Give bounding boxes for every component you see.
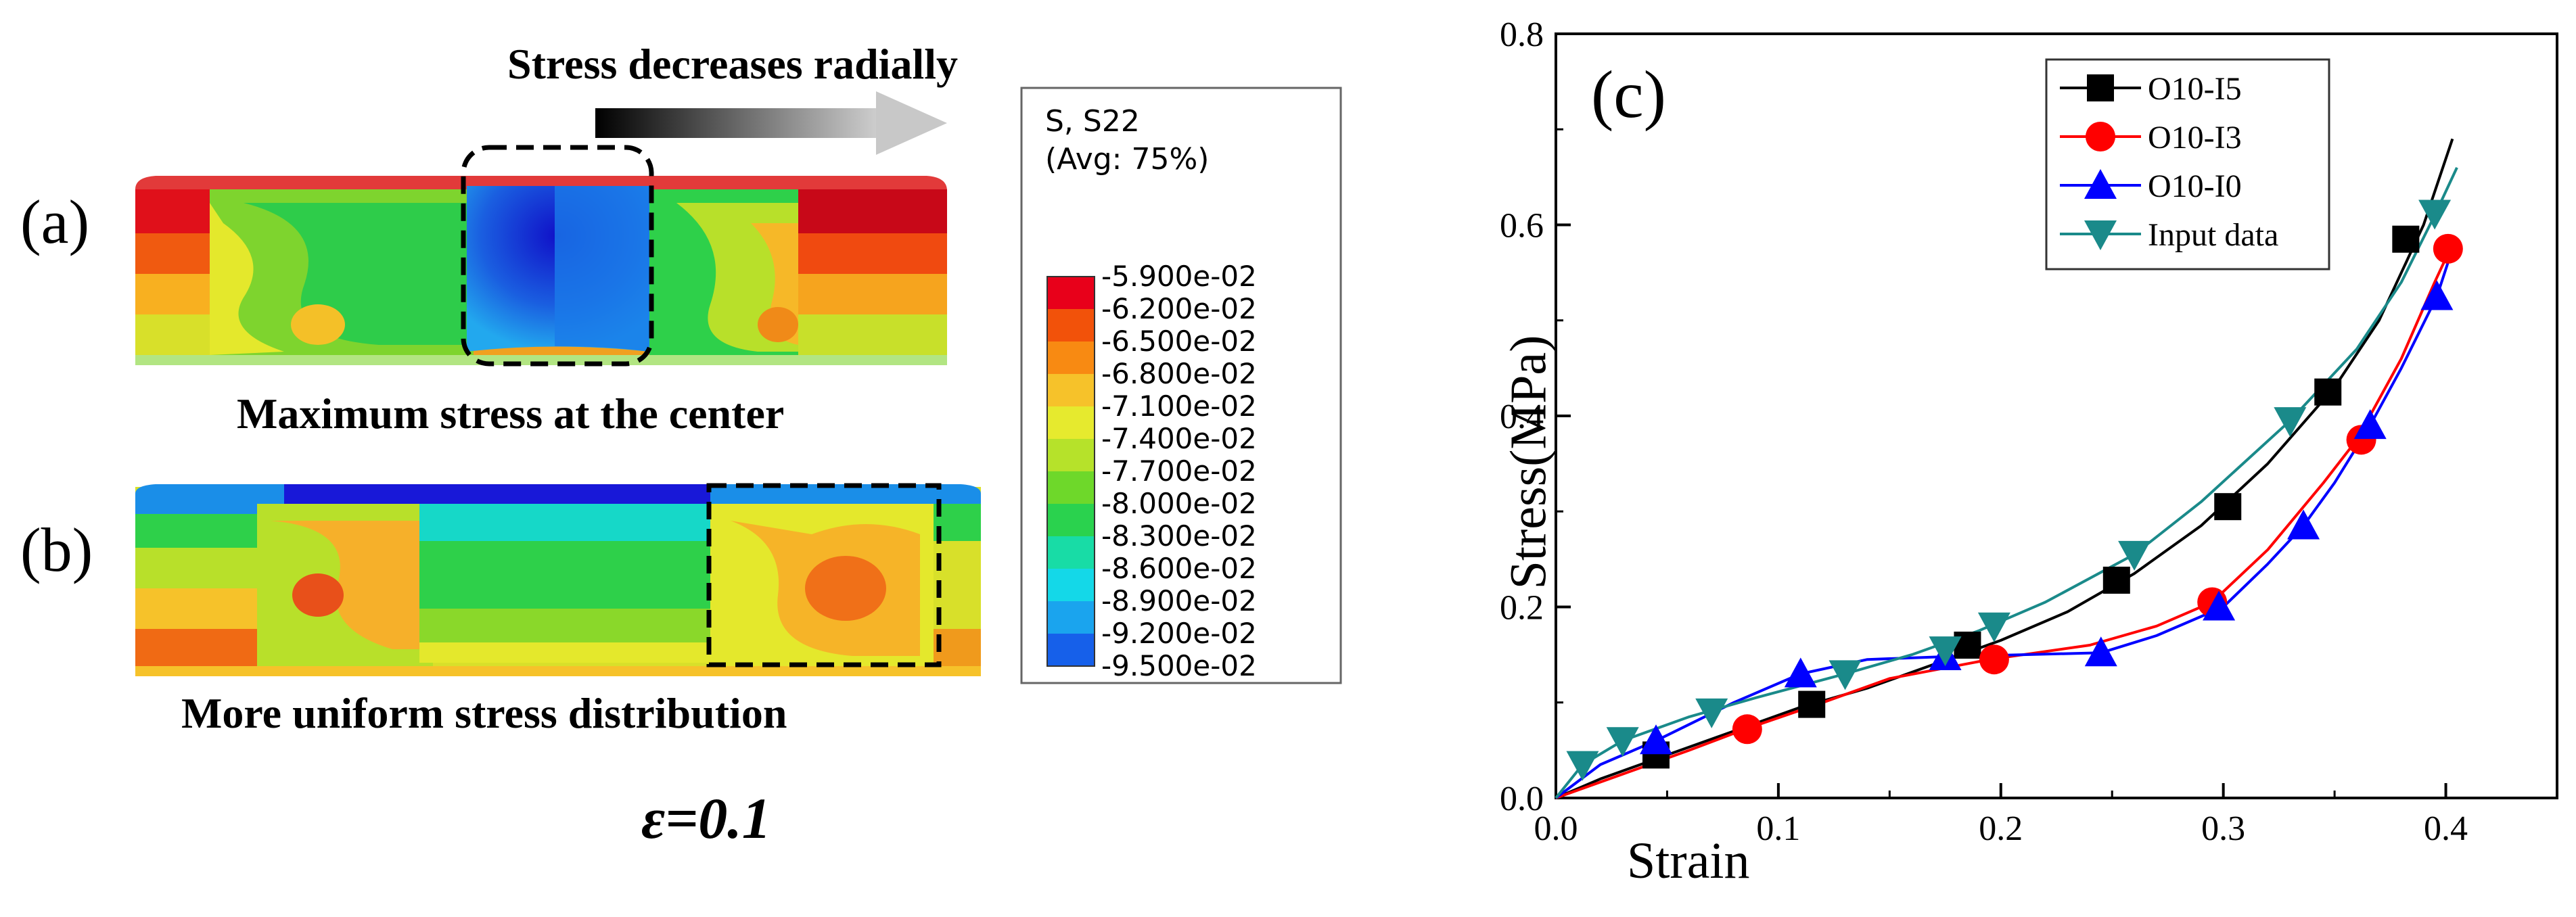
x-tick-label: 0.1 xyxy=(1756,809,1800,848)
series-marker-3 xyxy=(1828,660,1862,690)
legend-entry-label: O10-I5 xyxy=(2148,71,2242,107)
series-marker-2 xyxy=(2203,590,2236,621)
legend-color-bin xyxy=(1047,471,1095,504)
series-marker-3 xyxy=(1606,727,1639,757)
legend-level-label: -7.700e-02 xyxy=(1101,454,1257,488)
series-marker-2 xyxy=(1640,724,1672,755)
legend-color-bin xyxy=(1047,504,1095,536)
panel-b-caption: More uniform stress distribution xyxy=(181,689,787,737)
series-marker-0 xyxy=(1798,690,1826,718)
legend-color-bin xyxy=(1047,439,1095,471)
legend-color-bin xyxy=(1047,374,1095,406)
axis-ticks: 0.0 0.1 0.2 0.3 0.4 0.0 0.2 0.4 0.6 0.8 xyxy=(1500,16,2558,848)
series-marker-3 xyxy=(2274,407,2307,438)
specimen-b xyxy=(135,484,981,676)
panel-c-label: (c) xyxy=(1591,57,1666,132)
series-marker-0 xyxy=(2102,566,2130,594)
legend-level-label: -8.300e-02 xyxy=(1101,519,1257,552)
legend-level-label: -8.000e-02 xyxy=(1101,487,1257,520)
series-marker-0 xyxy=(2392,225,2420,253)
contour-legend-variable: S, S22 xyxy=(1045,104,1140,139)
legend-color-bin xyxy=(1047,406,1095,439)
x-tick-label: 0.2 xyxy=(1979,809,2023,848)
y-tick-label: 0.8 xyxy=(1500,16,1544,54)
legend-level-label: -7.100e-02 xyxy=(1101,390,1257,423)
legend-color-bin xyxy=(1047,634,1095,666)
contour-legend-averaging: (Avg: 75%) xyxy=(1045,142,1210,177)
legend-level-label: -9.500e-02 xyxy=(1101,649,1257,682)
series-line-1 xyxy=(1555,248,2452,799)
series-marker-3 xyxy=(2118,540,2151,571)
edge-highlight-box xyxy=(706,483,942,667)
series-marker-3 xyxy=(1929,636,1962,667)
legend-marker xyxy=(2084,169,2117,199)
x-tick-label: 0.4 xyxy=(2424,809,2468,848)
series-marker-0 xyxy=(1954,632,1981,659)
series-marker-3 xyxy=(1695,698,1728,728)
legend-level-label: -5.900e-02 xyxy=(1101,260,1257,293)
x-axis-label: Strain xyxy=(1627,832,1750,889)
legend-level-label: -6.800e-02 xyxy=(1101,357,1257,390)
legend-entry-label: O10-I0 xyxy=(2148,168,2242,204)
specimen-a xyxy=(135,176,947,365)
contour-legend-title: S, S22 (Avg: 75%) xyxy=(1045,103,1209,179)
fem-panels xyxy=(135,87,1342,684)
y-tick-label: 0.2 xyxy=(1500,589,1544,628)
legend-color-bin xyxy=(1047,536,1095,569)
legend-color-bin xyxy=(1047,569,1095,601)
legend-entry-label: O10-I3 xyxy=(2148,120,2242,156)
legend-level-label: -6.500e-02 xyxy=(1101,325,1257,358)
series-marker-3 xyxy=(1977,612,2010,642)
x-tick-label: 0.0 xyxy=(1534,809,1578,848)
legend-color-bin xyxy=(1047,601,1095,634)
legend-level-label: -9.200e-02 xyxy=(1101,617,1257,650)
legend-level-label: -6.200e-02 xyxy=(1101,292,1257,325)
legend-level-label: -8.900e-02 xyxy=(1101,584,1257,617)
series-marker-2 xyxy=(2420,280,2454,310)
series-marker-1 xyxy=(2433,233,2463,264)
y-tick-label: 0.4 xyxy=(1500,398,1544,436)
x-tick-label: 0.3 xyxy=(2201,809,2245,848)
legend-level-label: -8.600e-02 xyxy=(1101,552,1257,585)
arrow-caption: Stress decreases radially xyxy=(507,40,958,88)
strain-note: ε=0.1 xyxy=(641,786,771,851)
series-marker-2 xyxy=(2353,409,2387,440)
series-marker-0 xyxy=(2214,493,2242,521)
y-tick-label: 0.6 xyxy=(1500,207,1544,245)
series-marker-2 xyxy=(2084,636,2117,667)
legend-marker xyxy=(2084,220,2117,250)
center-highlight-box xyxy=(461,145,654,367)
y-tick-label: 0.0 xyxy=(1500,780,1544,818)
panel-b-label: (b) xyxy=(20,515,93,584)
series-marker-3 xyxy=(2418,199,2452,230)
legend-color-bin xyxy=(1047,309,1095,342)
series-marker-1 xyxy=(1732,714,1762,745)
series-markers xyxy=(1566,199,2463,781)
legend-marker xyxy=(2087,74,2114,101)
legend-entry-label: Input data xyxy=(2148,217,2278,253)
radial-decrease-arrow xyxy=(595,91,947,155)
legend-marker xyxy=(2086,122,2115,151)
y-axis-label: Stress(MPa) xyxy=(1500,335,1557,590)
series-marker-3 xyxy=(1566,751,1599,781)
contour-legend-bars xyxy=(1046,276,1095,667)
series-marker-1 xyxy=(1979,644,2009,675)
legend-bar-outline xyxy=(1046,276,1095,667)
legend-level-label: -7.400e-02 xyxy=(1101,422,1257,455)
legend-color-bin xyxy=(1047,277,1095,309)
chart-legend: O10-I5 O10-I3 O10-I0 Input data xyxy=(2045,58,2330,271)
series-marker-0 xyxy=(2314,378,2342,406)
series-line-0 xyxy=(1555,138,2454,799)
panel-a-label: (a) xyxy=(20,187,90,256)
legend-color-bin xyxy=(1047,342,1095,374)
panel-a-caption: Maximum stress at the center xyxy=(237,390,785,438)
series-marker-2 xyxy=(2287,509,2320,540)
series-marker-2 xyxy=(1784,657,1817,688)
